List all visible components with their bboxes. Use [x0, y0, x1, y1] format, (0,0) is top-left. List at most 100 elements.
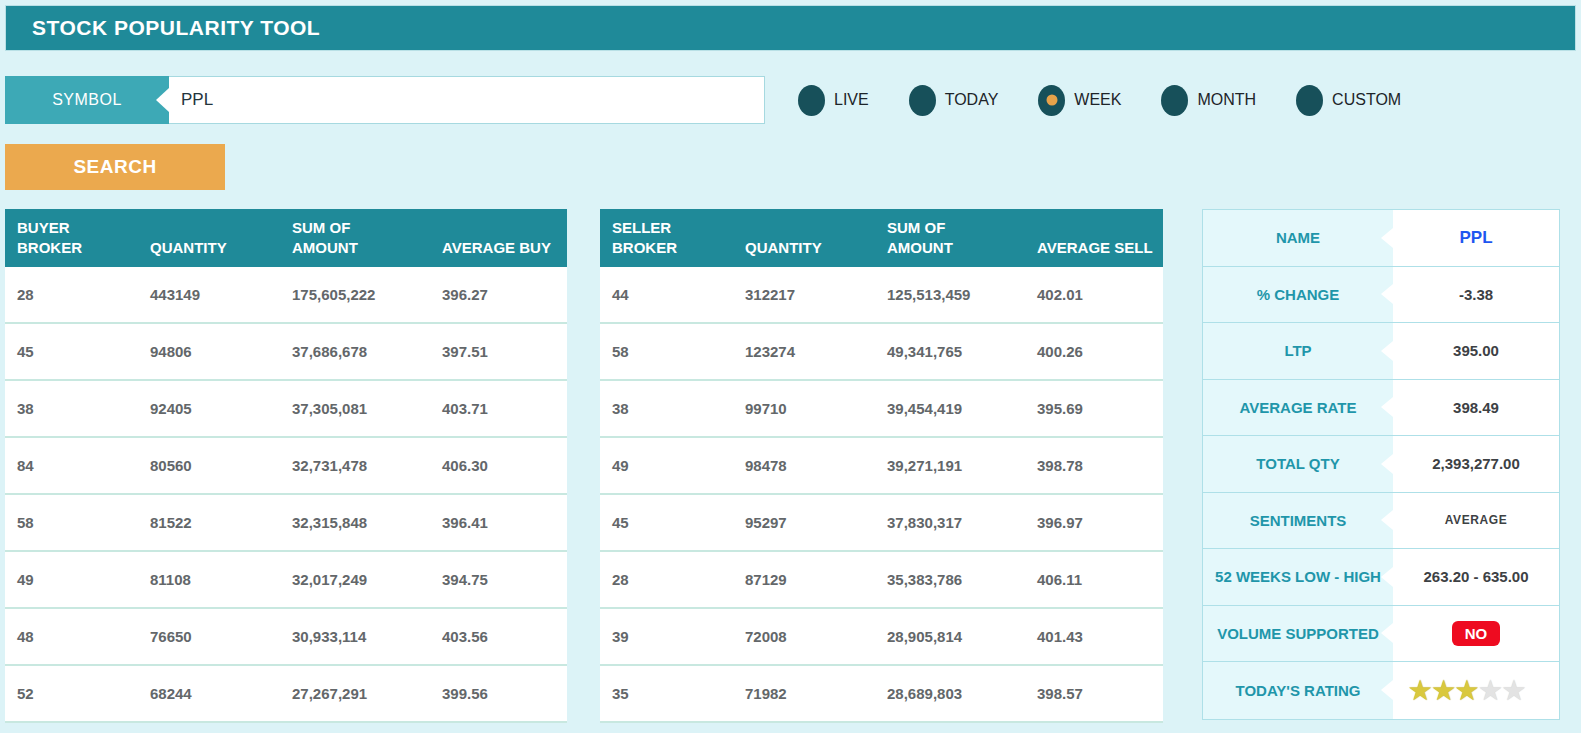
table-cell: 399.56: [430, 685, 567, 702]
page-title: STOCK POPULARITY TOOL: [6, 16, 320, 40]
table-cell: 32,017,249: [280, 571, 430, 588]
table-cell: 401.43: [1025, 628, 1163, 645]
summary-row: % CHANGE-3.38: [1203, 267, 1559, 324]
table-cell: 27,267,291: [280, 685, 430, 702]
column-header-label: SUM OF AMOUNT: [887, 218, 969, 259]
star-filled-icon: ★: [1456, 676, 1479, 705]
table-cell: 28: [5, 286, 138, 303]
column-header-label: BUYER BROKER: [17, 218, 134, 259]
buyer-table-body: 28443149175,605,222396.27 459480637,686,6…: [5, 267, 567, 723]
symbol-input[interactable]: [169, 77, 764, 123]
period-option-label: MONTH: [1197, 91, 1256, 109]
table-cell: 39,454,419: [875, 400, 1025, 417]
table-cell: 45: [5, 343, 138, 360]
table-row: 389240537,305,081403.71: [5, 381, 567, 438]
table-row: 499847839,271,191398.78: [600, 438, 1163, 495]
table-cell: 98478: [733, 457, 875, 474]
summary-label: LTP: [1203, 323, 1393, 379]
table-cell: 76650: [138, 628, 280, 645]
table-cell: 396.27: [430, 286, 567, 303]
table-row: 526824427,267,291399.56: [5, 666, 567, 723]
table-row: 389971039,454,419395.69: [600, 381, 1163, 438]
table-cell: 68244: [138, 685, 280, 702]
table-row: 288712935,383,786406.11: [600, 552, 1163, 609]
table-cell: 37,830,317: [875, 514, 1025, 531]
table-cell: 81522: [138, 514, 280, 531]
summary-row: SENTIMENTSAVERAGE: [1203, 493, 1559, 550]
summary-row: LTP395.00: [1203, 323, 1559, 380]
table-cell: 37,686,678: [280, 343, 430, 360]
radio-button-icon[interactable]: [909, 85, 936, 116]
column-header-label: SELLER BROKER: [612, 218, 682, 259]
summary-label: TOTAL QTY: [1203, 436, 1393, 492]
period-option-custom[interactable]: CUSTOM: [1296, 85, 1401, 116]
table-row: 397200828,905,814401.43: [600, 609, 1163, 666]
summary-label: SENTIMENTS: [1203, 493, 1393, 549]
period-option-label: WEEK: [1074, 91, 1121, 109]
table-cell: 58: [600, 343, 733, 360]
period-option-label: TODAY: [945, 91, 999, 109]
period-option-week[interactable]: WEEK: [1038, 85, 1121, 116]
table-cell: 49: [5, 571, 138, 588]
summary-value: NO: [1393, 606, 1559, 662]
symbol-label: SYMBOL: [5, 76, 169, 124]
column-header: SUM OF AMOUNT: [875, 218, 1025, 268]
period-option-live[interactable]: LIVE: [798, 85, 869, 116]
stock-summary-panel: NAMEPPL% CHANGE-3.38LTP395.00AVERAGE RAT…: [1202, 209, 1560, 720]
table-cell: 443149: [138, 286, 280, 303]
table-cell: 32,315,848: [280, 514, 430, 531]
summary-value: 263.20 - 635.00: [1393, 549, 1559, 605]
table-cell: 175,605,222: [280, 286, 430, 303]
summary-row: VOLUME SUPPORTEDNO: [1203, 606, 1559, 663]
table-cell: 396.97: [1025, 514, 1163, 531]
table-cell: 80560: [138, 457, 280, 474]
seller-table-header-row: SELLER BROKER QUANTITY SUM OF AMOUNT AVERAG…: [600, 209, 1163, 267]
table-cell: 35: [600, 685, 733, 702]
table-cell: 84: [5, 457, 138, 474]
table-cell: 28,905,814: [875, 628, 1025, 645]
table-row: 459529737,830,317396.97: [600, 495, 1163, 552]
column-header-label: SUM OF AMOUNT: [292, 218, 374, 259]
column-header-label: AVERAGE SELL: [1037, 238, 1153, 258]
symbol-group: SYMBOL: [5, 76, 765, 124]
table-row: 848056032,731,478406.30: [5, 438, 567, 495]
table-cell: 35,383,786: [875, 571, 1025, 588]
table-row: 44312217125,513,459402.01: [600, 267, 1163, 324]
buyer-broker-table: BUYER BROKERQUANTITYSUM OF AMOUNTAVERAGE…: [5, 209, 567, 723]
radio-button-icon[interactable]: [1038, 85, 1065, 116]
seller-broker-table: SELLER BROKER QUANTITY SUM OF AMOUNT AVERAG…: [600, 209, 1163, 723]
table-cell: 37,305,081: [280, 400, 430, 417]
period-option-label: LIVE: [834, 91, 869, 109]
summary-value: AVERAGE: [1393, 493, 1559, 549]
summary-row: TOTAL QTY2,393,277.00: [1203, 436, 1559, 493]
table-cell: 32,731,478: [280, 457, 430, 474]
table-cell: 38: [600, 400, 733, 417]
column-header: AVERAGE BUY: [430, 238, 567, 267]
table-cell: 394.75: [430, 571, 567, 588]
table-cell: 45: [600, 514, 733, 531]
column-header: BUYER BROKER: [5, 218, 138, 268]
summary-row: NAMEPPL: [1203, 210, 1559, 267]
table-cell: 398.57: [1025, 685, 1163, 702]
table-row: 588152232,315,848396.41: [5, 495, 567, 552]
summary-value: ★★★★★: [1393, 662, 1559, 719]
period-option-today[interactable]: TODAY: [909, 85, 999, 116]
radio-button-icon[interactable]: [1296, 85, 1323, 116]
period-option-month[interactable]: MONTH: [1161, 85, 1256, 116]
radio-button-icon[interactable]: [1161, 85, 1188, 116]
table-cell: 87129: [733, 571, 875, 588]
table-cell: 312217: [733, 286, 875, 303]
table-cell: 406.30: [430, 457, 567, 474]
period-radio-group: LIVE TODAY WEEK MONTH CUSTOM: [798, 76, 1401, 124]
summary-row: 52 WEEKS LOW - HIGH263.20 - 635.00: [1203, 549, 1559, 606]
star-empty-icon: ★: [1479, 676, 1502, 705]
summary-value: 395.00: [1393, 323, 1559, 379]
search-button[interactable]: SEARCH: [5, 144, 225, 190]
column-header: QUANTITY: [733, 238, 875, 267]
table-cell: 398.78: [1025, 457, 1163, 474]
table-cell: 94806: [138, 343, 280, 360]
table-cell: 123274: [733, 343, 875, 360]
volume-supported-badge: NO: [1452, 621, 1501, 646]
radio-button-icon[interactable]: [798, 85, 825, 116]
table-cell: 406.11: [1025, 571, 1163, 588]
